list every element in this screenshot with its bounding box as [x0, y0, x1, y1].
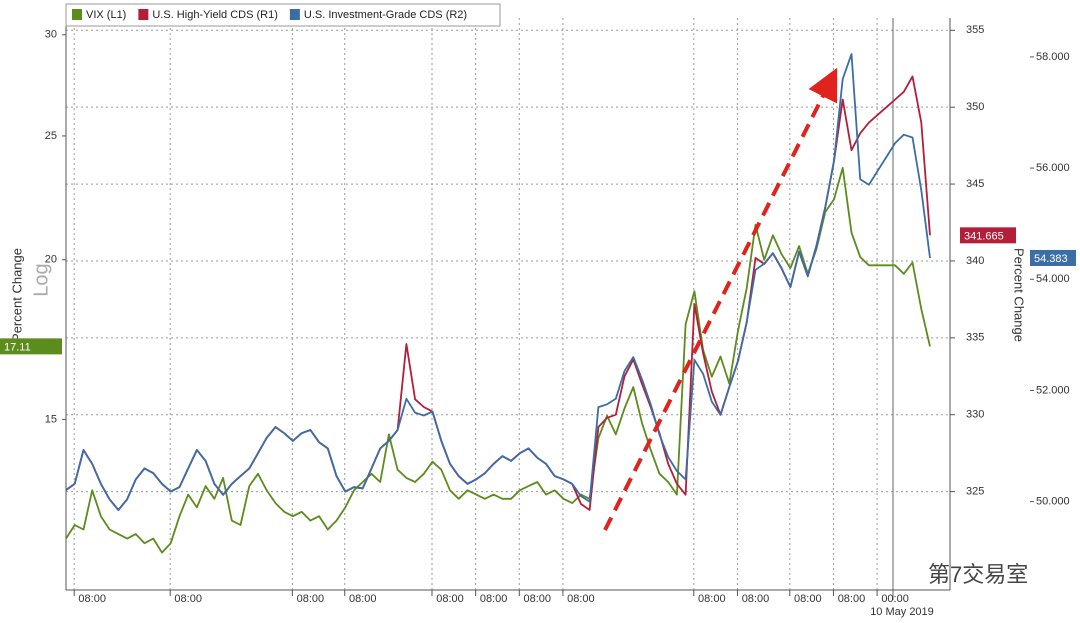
x-tick-label: 08:00 — [297, 593, 325, 605]
x-tick-label: 08:00 — [78, 593, 106, 605]
x-tick-label: 08:00 — [349, 593, 377, 605]
x-tick-label: 08:00 — [794, 593, 822, 605]
y3-tick-label: 58.000 — [1036, 51, 1070, 63]
x-tick-label: 08:00 — [524, 593, 552, 605]
last-value-label: 341.665 — [964, 230, 1004, 242]
y2-tick-label: 335 — [966, 332, 984, 344]
legend: VIX (L1) U.S. High-Yield CDS (R1) U.S. Inv… — [65, 3, 501, 27]
y-axis-label: Percent Change — [9, 248, 24, 342]
y2-tick-label: 345 — [966, 178, 984, 190]
y-tick-label: 30 — [45, 29, 57, 41]
y-tick-label: 15 — [45, 413, 57, 425]
legend-box — [65, 3, 501, 27]
y2-tick-label: 355 — [966, 24, 984, 36]
x-tick-label: 08:00 — [742, 593, 770, 605]
x-tick-label: 08:00 — [838, 593, 866, 605]
series-line — [65, 53, 931, 511]
y3-tick-label: 52.000 — [1036, 384, 1070, 396]
y3-tick-label: 54.000 — [1036, 273, 1070, 285]
last-value-label: 54.383 — [1034, 253, 1068, 265]
grid — [66, 18, 950, 590]
y2-tick-label: 330 — [966, 409, 984, 421]
y2-axis-label: Percent Change — [1012, 248, 1027, 342]
legend-swatch — [138, 9, 149, 20]
last-value-badge — [0, 338, 62, 355]
x-tick-label: 08:00 — [436, 593, 464, 605]
x-tick-label: 08:00 — [174, 593, 202, 605]
y2-tick-label: 340 — [966, 255, 984, 267]
y3-tick-label: 56.000 — [1036, 162, 1070, 174]
series — [65, 53, 931, 554]
trend-arrow — [603, 67, 838, 531]
legend-label: U.S. High-Yield CDS (R1) — [152, 9, 278, 21]
y2-tick-label: 350 — [966, 101, 984, 113]
legend-swatch — [72, 9, 82, 20]
legend-label: U.S. Investment-Grade CDS (R2) — [304, 9, 467, 21]
x-tick-label: 08:00 — [567, 593, 595, 605]
series-line — [65, 75, 931, 511]
x-tick-label: 08:00 — [480, 593, 508, 605]
legend-label: VIX (L1) — [86, 9, 126, 21]
x-tick-label: 08:00 — [698, 593, 726, 605]
last-value-badge — [1030, 249, 1076, 266]
log-label: Log — [30, 263, 52, 296]
y2-tick-label: 325 — [966, 485, 984, 497]
y-tick-label: 25 — [45, 130, 57, 142]
watermark: 第7交易室 — [928, 562, 1028, 587]
y-tick-label: 20 — [45, 254, 57, 266]
last-value-label: 17.11 — [4, 341, 31, 353]
series-line — [65, 167, 931, 554]
legend-swatch — [289, 9, 300, 20]
date-label: 10 May 2019 — [870, 606, 934, 618]
x-tick-label: 00:00 — [881, 593, 909, 605]
last-value-badge — [960, 227, 1016, 244]
y3-tick-label: 50.000 — [1036, 496, 1070, 508]
